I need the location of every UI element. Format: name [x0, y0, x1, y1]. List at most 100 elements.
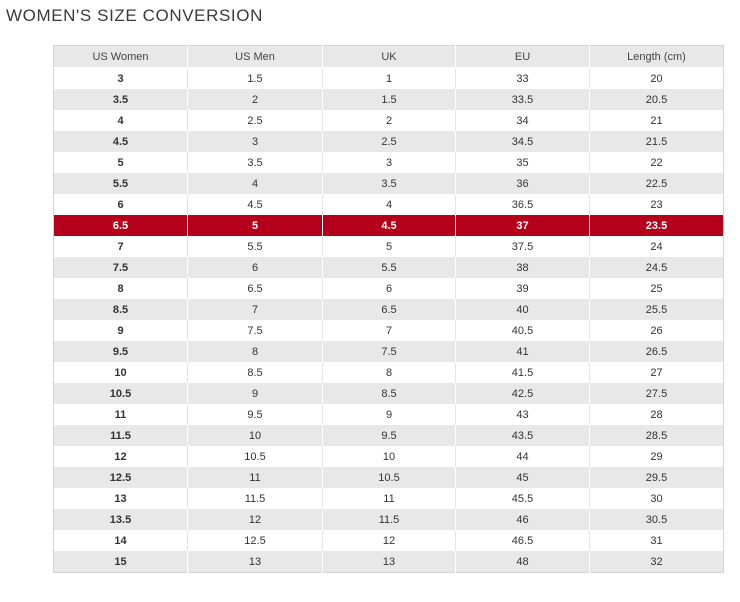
cell-us-men: 10: [187, 425, 323, 446]
cell-us-women: 8: [53, 278, 188, 299]
cell-eu: 38: [455, 257, 590, 278]
cell-length-cm: 23.5: [589, 215, 724, 236]
cell-uk: 2: [322, 110, 456, 131]
cell-length-cm: 20: [589, 67, 724, 89]
cell-us-men: 8.5: [187, 362, 323, 383]
cell-us-men: 11: [187, 467, 323, 488]
cell-eu: 43: [455, 404, 590, 425]
cell-eu: 34: [455, 110, 590, 131]
cell-length-cm: 29: [589, 446, 724, 467]
cell-length-cm: 21.5: [589, 131, 724, 152]
cell-us-women: 12: [53, 446, 188, 467]
cell-eu: 45: [455, 467, 590, 488]
cell-eu: 48: [455, 551, 590, 573]
cell-us-women: 4: [53, 110, 188, 131]
cell-length-cm: 30.5: [589, 509, 724, 530]
table-row: 12 10.5 10 44 29: [53, 446, 724, 467]
cell-eu: 36: [455, 173, 590, 194]
cell-uk: 11.5: [322, 509, 456, 530]
cell-length-cm: 29.5: [589, 467, 724, 488]
cell-uk: 1: [322, 67, 456, 89]
table-row: 8.5 7 6.5 40 25.5: [53, 299, 724, 320]
header-eu: EU: [455, 45, 590, 68]
cell-uk: 3.5: [322, 173, 456, 194]
cell-us-women: 4.5: [53, 131, 188, 152]
cell-length-cm: 31: [589, 530, 724, 551]
cell-eu: 33.5: [455, 89, 590, 110]
cell-us-men: 2: [187, 89, 323, 110]
cell-us-men: 2.5: [187, 110, 323, 131]
table-row: 7.5 6 5.5 38 24.5: [53, 257, 724, 278]
cell-uk: 5.5: [322, 257, 456, 278]
cell-length-cm: 27: [589, 362, 724, 383]
cell-length-cm: 22.5: [589, 173, 724, 194]
size-table-container: US Women US Men UK EU Length (cm) 3 1.5 1 3…: [53, 45, 724, 573]
table-row-highlighted: 6.5 5 4.5 37 23.5: [53, 215, 724, 236]
cell-eu: 39: [455, 278, 590, 299]
cell-us-men: 6: [187, 257, 323, 278]
cell-us-men: 9: [187, 383, 323, 404]
cell-us-women: 9.5: [53, 341, 188, 362]
cell-eu: 33: [455, 67, 590, 89]
table-row: 14 12.5 12 46.5 31: [53, 530, 724, 551]
cell-length-cm: 32: [589, 551, 724, 573]
cell-length-cm: 25.5: [589, 299, 724, 320]
cell-us-men: 4: [187, 173, 323, 194]
cell-length-cm: 21: [589, 110, 724, 131]
cell-eu: 46: [455, 509, 590, 530]
cell-eu: 40.5: [455, 320, 590, 341]
table-row: 5 3.5 3 35 22: [53, 152, 724, 173]
cell-eu: 45.5: [455, 488, 590, 509]
cell-length-cm: 22: [589, 152, 724, 173]
cell-length-cm: 24: [589, 236, 724, 257]
cell-length-cm: 30: [589, 488, 724, 509]
cell-uk: 7: [322, 320, 456, 341]
header-length-cm: Length (cm): [589, 45, 724, 68]
table-row: 13.5 12 11.5 46 30.5: [53, 509, 724, 530]
cell-us-women: 3: [53, 67, 188, 89]
cell-us-women: 12.5: [53, 467, 188, 488]
cell-us-men: 12: [187, 509, 323, 530]
cell-us-women: 13.5: [53, 509, 188, 530]
table-row: 13 11.5 11 45.5 30: [53, 488, 724, 509]
cell-length-cm: 24.5: [589, 257, 724, 278]
cell-us-men: 5.5: [187, 236, 323, 257]
cell-us-women: 11: [53, 404, 188, 425]
cell-us-women: 7.5: [53, 257, 188, 278]
cell-us-women: 10.5: [53, 383, 188, 404]
cell-us-men: 9.5: [187, 404, 323, 425]
header-us-women: US Women: [53, 45, 188, 68]
cell-uk: 6: [322, 278, 456, 299]
cell-length-cm: 23: [589, 194, 724, 215]
header-uk: UK: [322, 45, 456, 68]
cell-length-cm: 27.5: [589, 383, 724, 404]
cell-eu: 41: [455, 341, 590, 362]
cell-uk: 3: [322, 152, 456, 173]
cell-us-women: 5.5: [53, 173, 188, 194]
cell-eu: 40: [455, 299, 590, 320]
cell-us-women: 6: [53, 194, 188, 215]
cell-eu: 34.5: [455, 131, 590, 152]
cell-eu: 37.5: [455, 236, 590, 257]
table-row: 9.5 8 7.5 41 26.5: [53, 341, 724, 362]
size-conversion-table: US Women US Men UK EU Length (cm) 3 1.5 1 3…: [53, 45, 724, 573]
cell-us-women: 5: [53, 152, 188, 173]
table-row: 4 2.5 2 34 21: [53, 110, 724, 131]
table-row: 15 13 13 48 32: [53, 551, 724, 573]
table-row: 7 5.5 5 37.5 24: [53, 236, 724, 257]
table-row: 5.5 4 3.5 36 22.5: [53, 173, 724, 194]
cell-uk: 8.5: [322, 383, 456, 404]
cell-uk: 4: [322, 194, 456, 215]
table-row: 4.5 3 2.5 34.5 21.5: [53, 131, 724, 152]
cell-uk: 2.5: [322, 131, 456, 152]
table-row: 12.5 11 10.5 45 29.5: [53, 467, 724, 488]
cell-eu: 35: [455, 152, 590, 173]
cell-length-cm: 26.5: [589, 341, 724, 362]
cell-us-women: 6.5: [53, 215, 188, 236]
cell-eu: 36.5: [455, 194, 590, 215]
table-row: 11 9.5 9 43 28: [53, 404, 724, 425]
table-body: 3 1.5 1 33 20 3.5 2 1.5 33.5 20.5 4 2.5 2 34 21 4.5 3 2.5…: [53, 67, 724, 573]
cell-us-men: 3.5: [187, 152, 323, 173]
table-row: 3 1.5 1 33 20: [53, 67, 724, 89]
cell-us-men: 1.5: [187, 67, 323, 89]
